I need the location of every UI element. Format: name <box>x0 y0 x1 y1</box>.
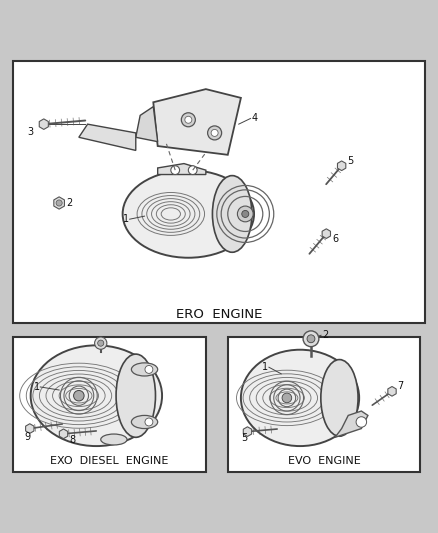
Polygon shape <box>136 107 158 142</box>
Circle shape <box>237 206 253 222</box>
Polygon shape <box>39 119 48 130</box>
Text: 1: 1 <box>262 362 268 372</box>
Circle shape <box>56 200 62 206</box>
Circle shape <box>74 391 84 401</box>
FancyBboxPatch shape <box>228 336 420 472</box>
Circle shape <box>208 126 222 140</box>
Ellipse shape <box>241 350 359 446</box>
Text: 4: 4 <box>252 114 258 124</box>
Text: 2: 2 <box>67 198 73 208</box>
Text: 5: 5 <box>347 156 353 166</box>
Text: 1: 1 <box>34 382 40 392</box>
Circle shape <box>282 393 292 403</box>
Text: EVO  ENGINE: EVO ENGINE <box>288 456 360 466</box>
Ellipse shape <box>123 170 254 258</box>
Ellipse shape <box>131 415 158 429</box>
Text: ERO  ENGINE: ERO ENGINE <box>176 308 262 321</box>
Ellipse shape <box>116 354 155 437</box>
Text: 3: 3 <box>27 127 33 136</box>
FancyBboxPatch shape <box>13 61 425 324</box>
Text: 8: 8 <box>69 435 75 445</box>
Circle shape <box>145 366 153 374</box>
Polygon shape <box>158 164 206 174</box>
Text: 9: 9 <box>24 432 30 442</box>
Ellipse shape <box>131 363 158 376</box>
Ellipse shape <box>31 345 162 446</box>
Polygon shape <box>337 161 346 171</box>
Ellipse shape <box>101 434 127 445</box>
Polygon shape <box>79 124 136 150</box>
Ellipse shape <box>321 360 358 436</box>
Polygon shape <box>59 429 68 439</box>
Circle shape <box>303 331 319 346</box>
Circle shape <box>188 166 197 174</box>
Polygon shape <box>335 411 368 437</box>
Text: 7: 7 <box>397 381 403 391</box>
Circle shape <box>145 418 153 426</box>
Text: 1: 1 <box>123 214 129 224</box>
Text: EXO  DIESEL  ENGINE: EXO DIESEL ENGINE <box>50 456 169 466</box>
Circle shape <box>181 113 195 127</box>
Polygon shape <box>243 427 252 437</box>
Text: 6: 6 <box>332 235 338 244</box>
Ellipse shape <box>212 175 252 252</box>
Text: 5: 5 <box>241 433 247 443</box>
Circle shape <box>171 166 180 174</box>
Circle shape <box>242 211 249 217</box>
Circle shape <box>211 130 218 136</box>
Circle shape <box>95 337 107 349</box>
Circle shape <box>356 417 367 427</box>
Polygon shape <box>54 197 64 209</box>
Polygon shape <box>153 89 241 155</box>
Text: 2: 2 <box>322 330 328 340</box>
Circle shape <box>98 340 104 346</box>
FancyBboxPatch shape <box>13 336 206 472</box>
Polygon shape <box>322 229 331 238</box>
Circle shape <box>307 335 315 343</box>
Polygon shape <box>388 386 396 396</box>
Polygon shape <box>25 424 34 433</box>
Circle shape <box>185 116 192 123</box>
